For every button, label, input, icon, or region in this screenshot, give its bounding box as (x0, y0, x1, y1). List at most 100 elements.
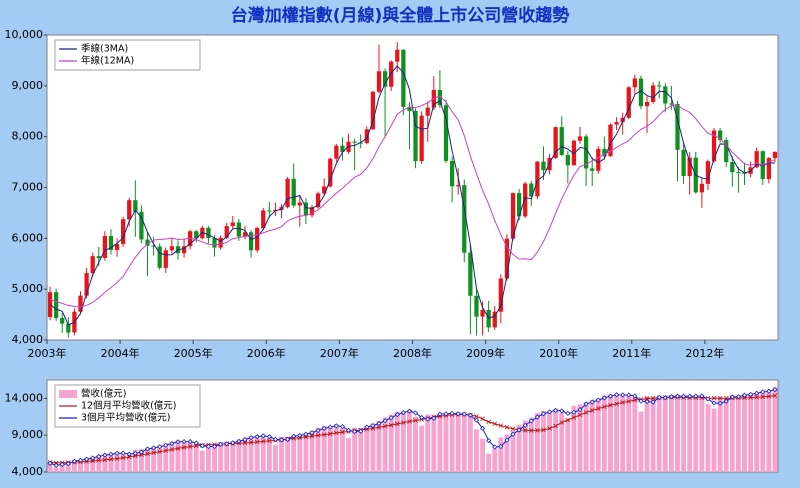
candle-body (248, 232, 254, 251)
line-marker (577, 412, 583, 418)
candle-body (766, 158, 771, 180)
line-marker (473, 417, 480, 423)
line-marker (303, 434, 309, 440)
bar (735, 396, 741, 472)
line-marker (102, 457, 108, 463)
candle-body (504, 238, 510, 279)
candle-body (480, 309, 485, 317)
bar (608, 394, 613, 472)
line-marker (248, 440, 254, 445)
bar (260, 435, 266, 472)
line-marker (662, 395, 668, 401)
line-marker (151, 450, 156, 456)
candle-body (84, 273, 89, 296)
line-marker (760, 389, 766, 395)
bar (193, 444, 199, 472)
line-marker (650, 399, 656, 405)
bar (352, 427, 358, 472)
line-marker (345, 427, 352, 433)
line-marker (644, 396, 650, 401)
bar (729, 395, 735, 472)
line-marker (224, 441, 230, 447)
line-marker (352, 428, 358, 435)
bar (120, 452, 126, 472)
line-marker (419, 414, 425, 421)
candle-body (657, 85, 662, 87)
candle-body (614, 122, 619, 125)
line-marker (199, 443, 205, 449)
line-marker (534, 414, 540, 420)
line-marker (47, 460, 53, 466)
candle-body (736, 172, 741, 174)
bar (151, 446, 157, 472)
line-marker (187, 444, 193, 449)
line-marker (120, 455, 126, 461)
bar (693, 396, 699, 472)
line-marker (589, 399, 595, 405)
line-marker (626, 392, 632, 398)
line-marker (157, 444, 163, 450)
candle-body (169, 246, 175, 251)
bar (699, 396, 705, 472)
line-marker (541, 427, 546, 433)
x-tick-label: 2007年 (320, 346, 359, 360)
bar (108, 454, 114, 472)
line-marker (455, 411, 461, 417)
candle-body (724, 140, 729, 163)
bar (65, 460, 71, 472)
candle-body (309, 207, 315, 216)
line-marker (681, 393, 687, 399)
candle-body (151, 245, 156, 247)
line-marker (529, 428, 534, 433)
line-marker (711, 395, 717, 401)
line-marker (291, 433, 297, 439)
line-marker (364, 424, 370, 430)
line-marker (717, 395, 723, 401)
line-marker (596, 406, 601, 411)
line-marker (583, 401, 589, 407)
bar (522, 420, 528, 472)
line-marker (132, 450, 138, 456)
line-marker (193, 443, 199, 449)
bar (675, 396, 680, 472)
candle-body (364, 129, 369, 144)
line-marker (742, 395, 747, 401)
line-marker (334, 430, 339, 436)
candle-body (267, 210, 272, 212)
line-marker (504, 425, 510, 430)
line-marker (193, 440, 199, 446)
y-tick-label: 5,000 (12, 282, 44, 295)
line-marker (120, 450, 126, 456)
y-tick-label: 9,000 (12, 428, 44, 441)
bar (620, 396, 626, 472)
line-marker (492, 421, 498, 427)
candle-body (602, 148, 607, 157)
line-marker (754, 394, 759, 400)
candle-body (529, 183, 534, 197)
line-marker (260, 433, 266, 439)
line-marker (278, 437, 285, 443)
candle-body (157, 246, 162, 268)
y-tick-label: 4,000 (12, 465, 44, 478)
line-marker (388, 415, 394, 421)
candle-body (608, 124, 613, 157)
bar (467, 416, 473, 472)
line-marker (53, 462, 59, 468)
line-marker (461, 411, 467, 417)
line-marker (583, 410, 589, 415)
line-marker (211, 443, 218, 450)
bar (358, 427, 364, 472)
line-marker (437, 411, 443, 417)
candle-body (730, 162, 735, 173)
line-marker (53, 460, 59, 466)
candle-body (437, 89, 443, 106)
bar (364, 425, 370, 472)
candle-body (681, 149, 686, 177)
bar (273, 444, 278, 472)
line-marker (114, 456, 120, 461)
bar (528, 417, 534, 472)
line-marker (254, 434, 260, 440)
bar (553, 408, 559, 472)
line-marker (309, 430, 315, 436)
bar (163, 443, 169, 472)
